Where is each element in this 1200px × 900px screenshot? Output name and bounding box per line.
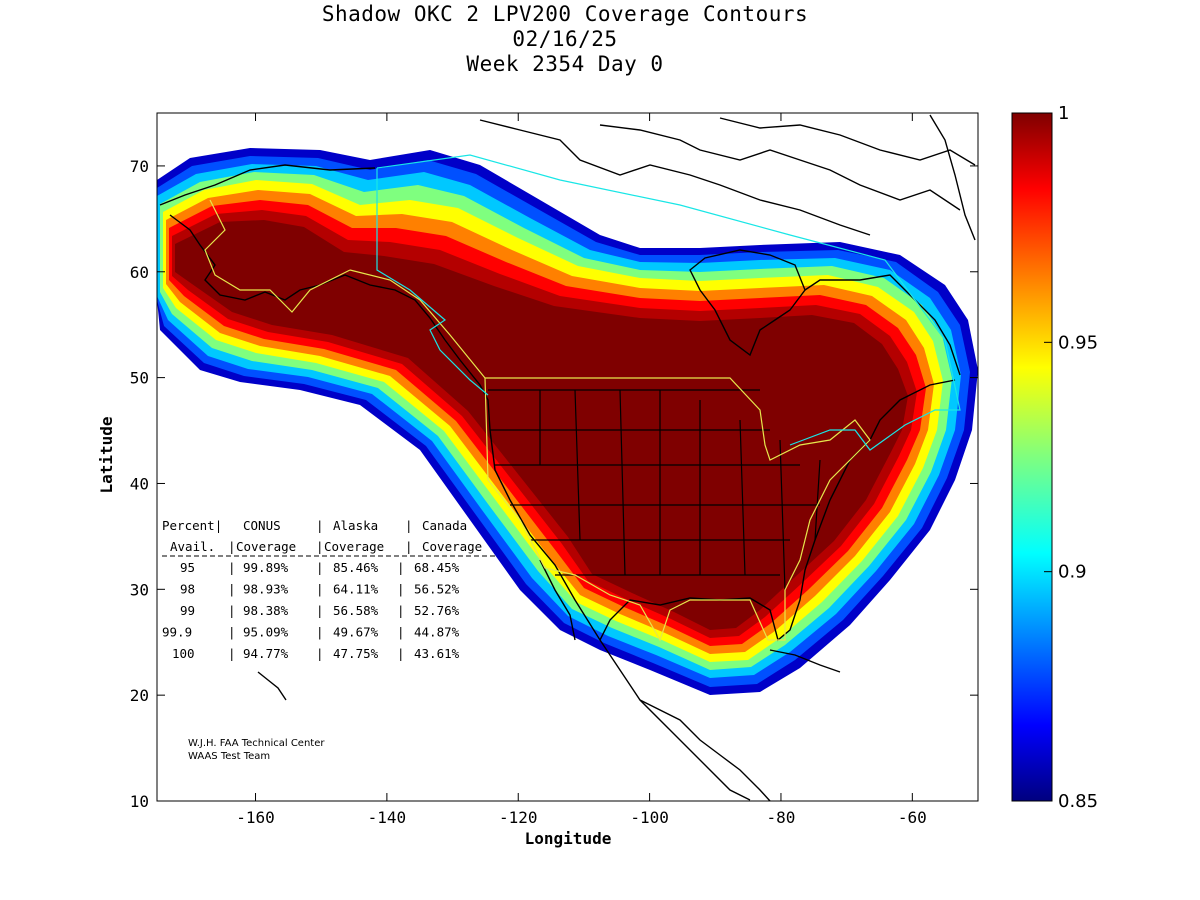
y-tick-label: 20 [130,686,149,705]
table-cell-coverage: 52.76% [414,603,460,618]
canada-north-outline [376,154,961,451]
hawaii [257,671,287,701]
title-line-2: 02/16/25 [512,27,618,51]
y-tick-label: 60 [130,263,149,282]
conus-region-outline [484,377,871,642]
labrador-coast [804,274,961,376]
state-boundaries [488,389,821,591]
table-cell-coverage: 49.67% [333,625,379,640]
table-cell-avail: 95 [180,560,195,575]
table-header-row-2: Avail. | Coverage |Coverage | Coverage [170,539,482,554]
y-axis: 10 20 30 40 50 60 70 [130,157,978,811]
region-outlines [204,154,961,642]
table-header-row-1: Percent| CONUS | Alaska | Canada [162,518,467,533]
y-tick-label: 40 [130,474,149,493]
table-cell-avail: 98 [180,582,195,597]
alaska-coast [159,164,446,341]
colorbar-tick-label: 1 [1058,103,1069,124]
table-cell-coverage: 43.61% [414,646,460,661]
plot-frame [156,112,979,802]
central-america [639,699,771,801]
colorbar-ticks: 1 0.95 0.9 0.85 [1044,103,1098,812]
credit-line-2: WAAS Test Team [188,751,270,762]
table-cell-coverage: 56.52% [414,582,460,597]
title-line-3: Week 2354 Day 0 [466,52,664,76]
y-tick-label: 50 [130,369,149,388]
y-tick-label: 30 [130,580,149,599]
table-cell-coverage: 95.09% [243,625,289,640]
x-tick-label: -160 [236,808,275,827]
credit-line-1: W.J.H. FAA Technical Center [188,738,325,749]
x-axis: -160 -140 -120 -100 -80 -60 [236,113,927,827]
y-tick-label: 70 [130,157,149,176]
cuba [769,649,841,673]
title-line-1: Shadow OKC 2 LPV200 Coverage Contours [321,2,809,26]
y-axis-title: Latitude [97,416,116,493]
contour-1.00 [175,220,908,630]
table-cell-coverage: 68.45% [414,560,460,575]
table-cell-coverage: 44.87% [414,625,460,640]
hudson-bay [689,249,806,357]
table-row: 95 | 99.89% | 85.46% | 68.45% [180,560,460,575]
coverage-table: Percent| CONUS | Alaska | Canada Avail. | C… [162,518,498,661]
colorbar-tick-label: 0.95 [1058,332,1098,353]
table-cell-coverage: 64.11% [333,582,379,597]
gulf-coast [599,379,956,642]
colorbar-tick-label: 0.85 [1058,791,1098,812]
coverage-contours [157,148,978,695]
x-tick-label: -100 [630,808,669,827]
table-cell-coverage: 98.38% [243,603,289,618]
table-cell-coverage: 47.75% [333,646,379,661]
x-tick-label: -80 [767,808,796,827]
table-cell-coverage: 98.93% [243,582,289,597]
greenland-edge [929,114,976,241]
credits: W.J.H. FAA Technical Center WAAS Test Te… [188,738,325,762]
table-cell-avail: 99 [180,603,195,618]
table-row: 99 | 98.38% | 56.58% | 52.76% [180,603,460,618]
chart-title: Shadow OKC 2 LPV200 Coverage Contours 02… [0,2,1130,77]
arctic-islands-3 [719,117,976,166]
table-cell-coverage: 85.46% [333,560,379,575]
canada-region-outline [376,168,489,396]
arctic-islands-2 [599,124,961,211]
x-axis-title: Longitude [525,829,612,848]
y-tick-label: 10 [130,792,149,811]
table-row: 100 | 94.77% | 47.75% | 43.61% [172,646,460,661]
table-row: 99.9 | 95.09% | 49.67% | 44.87% [162,625,460,640]
colorbar [1011,112,1053,802]
baja-coast [539,559,576,641]
alaska-region-outline [204,199,351,313]
table-cell-coverage: 94.77% [243,646,289,661]
arctic-islands-1 [479,119,871,236]
table-cell-avail: 100 [172,646,195,661]
table-row: 98 | 98.93% | 64.11% | 56.52% [180,582,460,597]
table-cell-avail: 99.9 [162,625,192,640]
x-tick-label: -120 [499,808,538,827]
conus-pacific-outline [349,269,486,379]
x-tick-label: -140 [368,808,407,827]
x-tick-label: -60 [898,808,927,827]
colorbar-tick-label: 0.9 [1058,562,1087,583]
table-cell-coverage: 99.89% [243,560,289,575]
table-cell-coverage: 56.58% [333,603,379,618]
